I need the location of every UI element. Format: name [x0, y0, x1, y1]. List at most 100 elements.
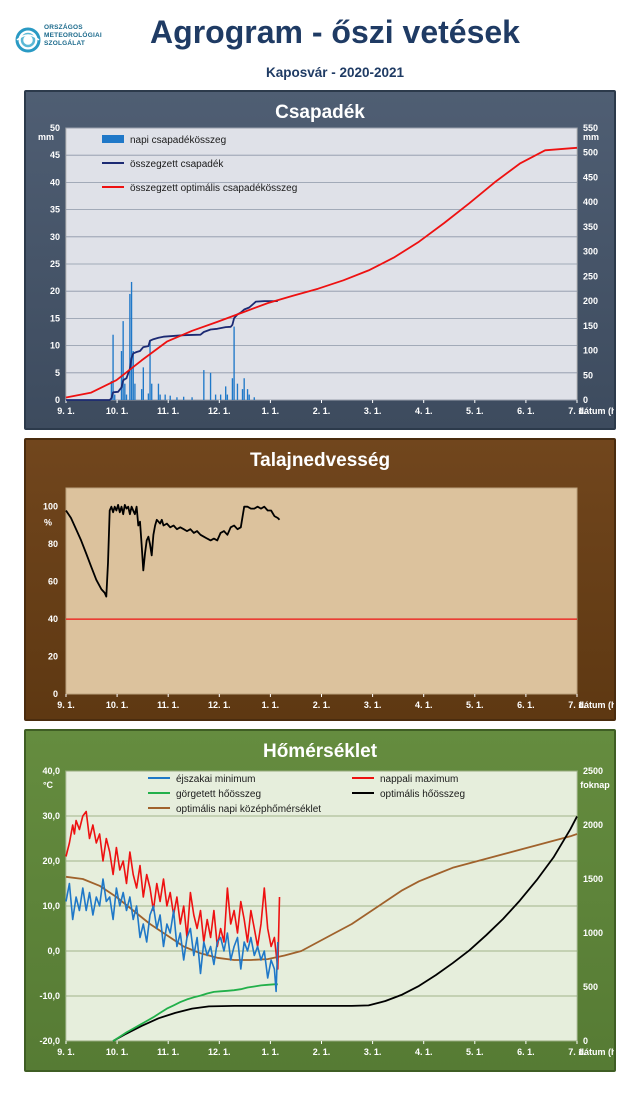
precipitation-x-tick-label: 5. 1.	[466, 406, 484, 416]
precipitation-y-right-tick-label: 50	[583, 370, 593, 380]
precipitation-y-left-tick-label: 25	[50, 259, 60, 269]
precipitation-y-right-tick-label: 500	[583, 148, 598, 158]
precipitation-y-right-tick-label: 350	[583, 222, 598, 232]
temperature-y-right-tick-label: 2000	[583, 820, 603, 830]
precipitation-daily-bar	[134, 383, 136, 400]
rolling-heat-sum-line	[112, 983, 278, 1042]
precipitation-y-right-tick-label: 100	[583, 346, 598, 356]
legend-label-cumulative-precipitation: összegzett csapadék	[130, 159, 224, 170]
optimal-cumulative-precipitation-line	[65, 146, 578, 399]
soil-moisture-chart: 0 20 40 60 80 100% 9. 1. 10. 1. 11. 1. 12. 1. 1. 1…	[43, 487, 615, 710]
temperature-y-right-tick-label: 1000	[583, 928, 603, 938]
soil-moisture-x-tick-label: 2. 1.	[313, 700, 331, 710]
precipitation-daily-bar	[226, 394, 229, 400]
logo-line-3: SZOLGÁLAT	[44, 40, 86, 47]
precipitation-daily-bar	[209, 372, 212, 400]
precipitation-y-left-tick-label: 0	[55, 395, 60, 405]
precipitation-daily-bar	[140, 389, 143, 400]
precipitation-daily-bar	[147, 393, 150, 400]
temperature-y-right-tick-label: 2500	[583, 766, 603, 776]
precipitation-x-tick-label: 3. 1.	[364, 406, 382, 416]
precipitation-daily-bar	[246, 389, 249, 400]
precipitation-daily-bar	[243, 378, 245, 400]
temperature-x-tick-label: 9. 1.	[57, 1047, 75, 1057]
soil-moisture-y-tick-label: 80	[48, 539, 58, 549]
optimal-heat-sum-line	[112, 815, 578, 1042]
logo-line-2: METEOROLÓGIAI	[44, 32, 102, 39]
temperature-x-tick-label: 10. 1.	[106, 1047, 129, 1057]
precipitation-x-tick-label: 6. 1.	[517, 406, 535, 416]
legend-label-rolling-heat-sum: görgetett hőösszeg	[176, 789, 261, 800]
precipitation-daily-bar	[159, 394, 161, 400]
soil-moisture-x-tick-label: 1. 1.	[262, 700, 280, 710]
temperature-x-axis-label: dátum (hó.nap)	[579, 1047, 615, 1057]
legend-label-optimal-daily-mean: optimális napi középhőmérséklet	[176, 804, 321, 815]
temperature-x-tick-label: 6. 1.	[517, 1047, 535, 1057]
precipitation-y-left-tick-label: 10	[50, 341, 60, 351]
temperature-chart: -20,0 -10,0 0,0 10,0 20,0 30,0 40,0 0 500 1000 150…	[39, 766, 615, 1057]
soil-moisture-x-tick-label: 12. 1.	[208, 700, 231, 710]
soil-moisture-y-tick-label: 100	[43, 502, 58, 512]
temperature-y-left-tick-label: 0,0	[47, 946, 60, 956]
precipitation-y-left-tick-label: 30	[50, 232, 60, 242]
precipitation-daily-bar	[203, 370, 205, 400]
precipitation-y-right-tick-label: 200	[583, 296, 598, 306]
temperature-x-tick-label: 12. 1.	[208, 1047, 231, 1057]
precipitation-daily-bar	[253, 397, 255, 400]
precipitation-daily-bar	[214, 394, 217, 400]
temperature-x-tick-label: 7. 1.	[568, 1047, 586, 1057]
precipitation-panel: Csapadék 0 5 10 15 20 25 30 35 40 45 50 0 50 100 150 20…	[24, 90, 616, 430]
temperature-y-left-tick-label: 20,0	[42, 856, 60, 866]
temperature-x-tick-label: 11. 1.	[157, 1047, 179, 1057]
precipitation-y-right-tick-label: 400	[583, 197, 598, 207]
soil-moisture-y-tick-label: 0	[53, 689, 58, 699]
precipitation-x-tick-label: 12. 1.	[208, 406, 231, 416]
legend-label-nightly-minimum: éjszakai minimum	[176, 774, 255, 785]
temperature-panel: Hőmérséklet -20,0 -10,0 0,0 10,0 20,0 30,0 40,…	[24, 729, 616, 1072]
precipitation-x-tick-label: 1. 1.	[262, 406, 280, 416]
precipitation-daily-bar	[169, 395, 171, 400]
precipitation-x-tick-label: 11. 1.	[157, 406, 179, 416]
temperature-x-tick-label: 1. 1.	[262, 1047, 280, 1057]
precipitation-daily-bar	[110, 380, 113, 400]
logo-text: ORSZÁGOS METEOROLÓGIAI SZOLGÁLAT	[44, 24, 102, 48]
precipitation-y-right-tick-label: 450	[583, 172, 598, 182]
precipitation-daily-bar	[149, 340, 151, 400]
precipitation-chart: 0510152025303540455005010015020025030035…	[38, 123, 615, 416]
omsz-logo-icon	[15, 27, 41, 53]
precipitation-y-left-tick-label: 5	[55, 368, 60, 378]
precipitation-y-right-tick-label: 0	[583, 395, 588, 405]
precipitation-x-tick-label: 4. 1.	[415, 406, 433, 416]
precipitation-y-left-tick-label: 20	[50, 286, 60, 296]
page-title: Agrogram - őszi vetések	[150, 14, 520, 50]
soil-moisture-y-tick-label: 60	[48, 577, 58, 587]
soil-moisture-title: Talajnedvesség	[249, 450, 391, 471]
precipitation-daily-bar	[151, 383, 153, 400]
precipitation-daily-bar	[182, 396, 185, 400]
soil-moisture-x-tick-label: 10. 1.	[106, 700, 129, 710]
temperature-x-tick-label: 3. 1.	[364, 1047, 382, 1057]
soil-moisture-x-tick-label: 6. 1.	[517, 700, 535, 710]
precipitation-y-right-unit: mm	[583, 132, 599, 142]
precipitation-y-left-tick-label: 45	[50, 150, 60, 160]
nightly-minimum-temperature-line	[65, 878, 279, 993]
precipitation-daily-bar	[241, 389, 244, 400]
precipitation-y-left-tick-label: 50	[50, 123, 60, 133]
soil-moisture-y-tick-label: 40	[48, 614, 58, 624]
soil-moisture-x-tick-label: 7. 1.	[568, 700, 586, 710]
precipitation-x-tick-label: 7. 1.	[568, 406, 586, 416]
precipitation-daily-bar	[248, 394, 250, 400]
precipitation-y-left-tick-label: 35	[50, 205, 60, 215]
logo-line-1: ORSZÁGOS	[44, 24, 83, 31]
soil-moisture-line	[65, 504, 281, 598]
temperature-y-right-unit: foknap	[580, 780, 610, 790]
precipitation-y-right-tick-label: 150	[583, 321, 598, 331]
precipitation-x-axis-label: dátum (hó.nap)	[579, 406, 615, 416]
daily-maximum-temperature-line	[65, 810, 281, 970]
soil-moisture-x-axis-label: dátum (hó.nap)	[579, 700, 615, 710]
precipitation-y-right-tick-label: 300	[583, 247, 598, 257]
precipitation-daily-bar	[125, 394, 128, 400]
precipitation-daily-bar	[219, 394, 222, 400]
page-subtitle: Kaposvár - 2020-2021	[265, 65, 405, 80]
soil-moisture-plot-area	[65, 487, 578, 695]
